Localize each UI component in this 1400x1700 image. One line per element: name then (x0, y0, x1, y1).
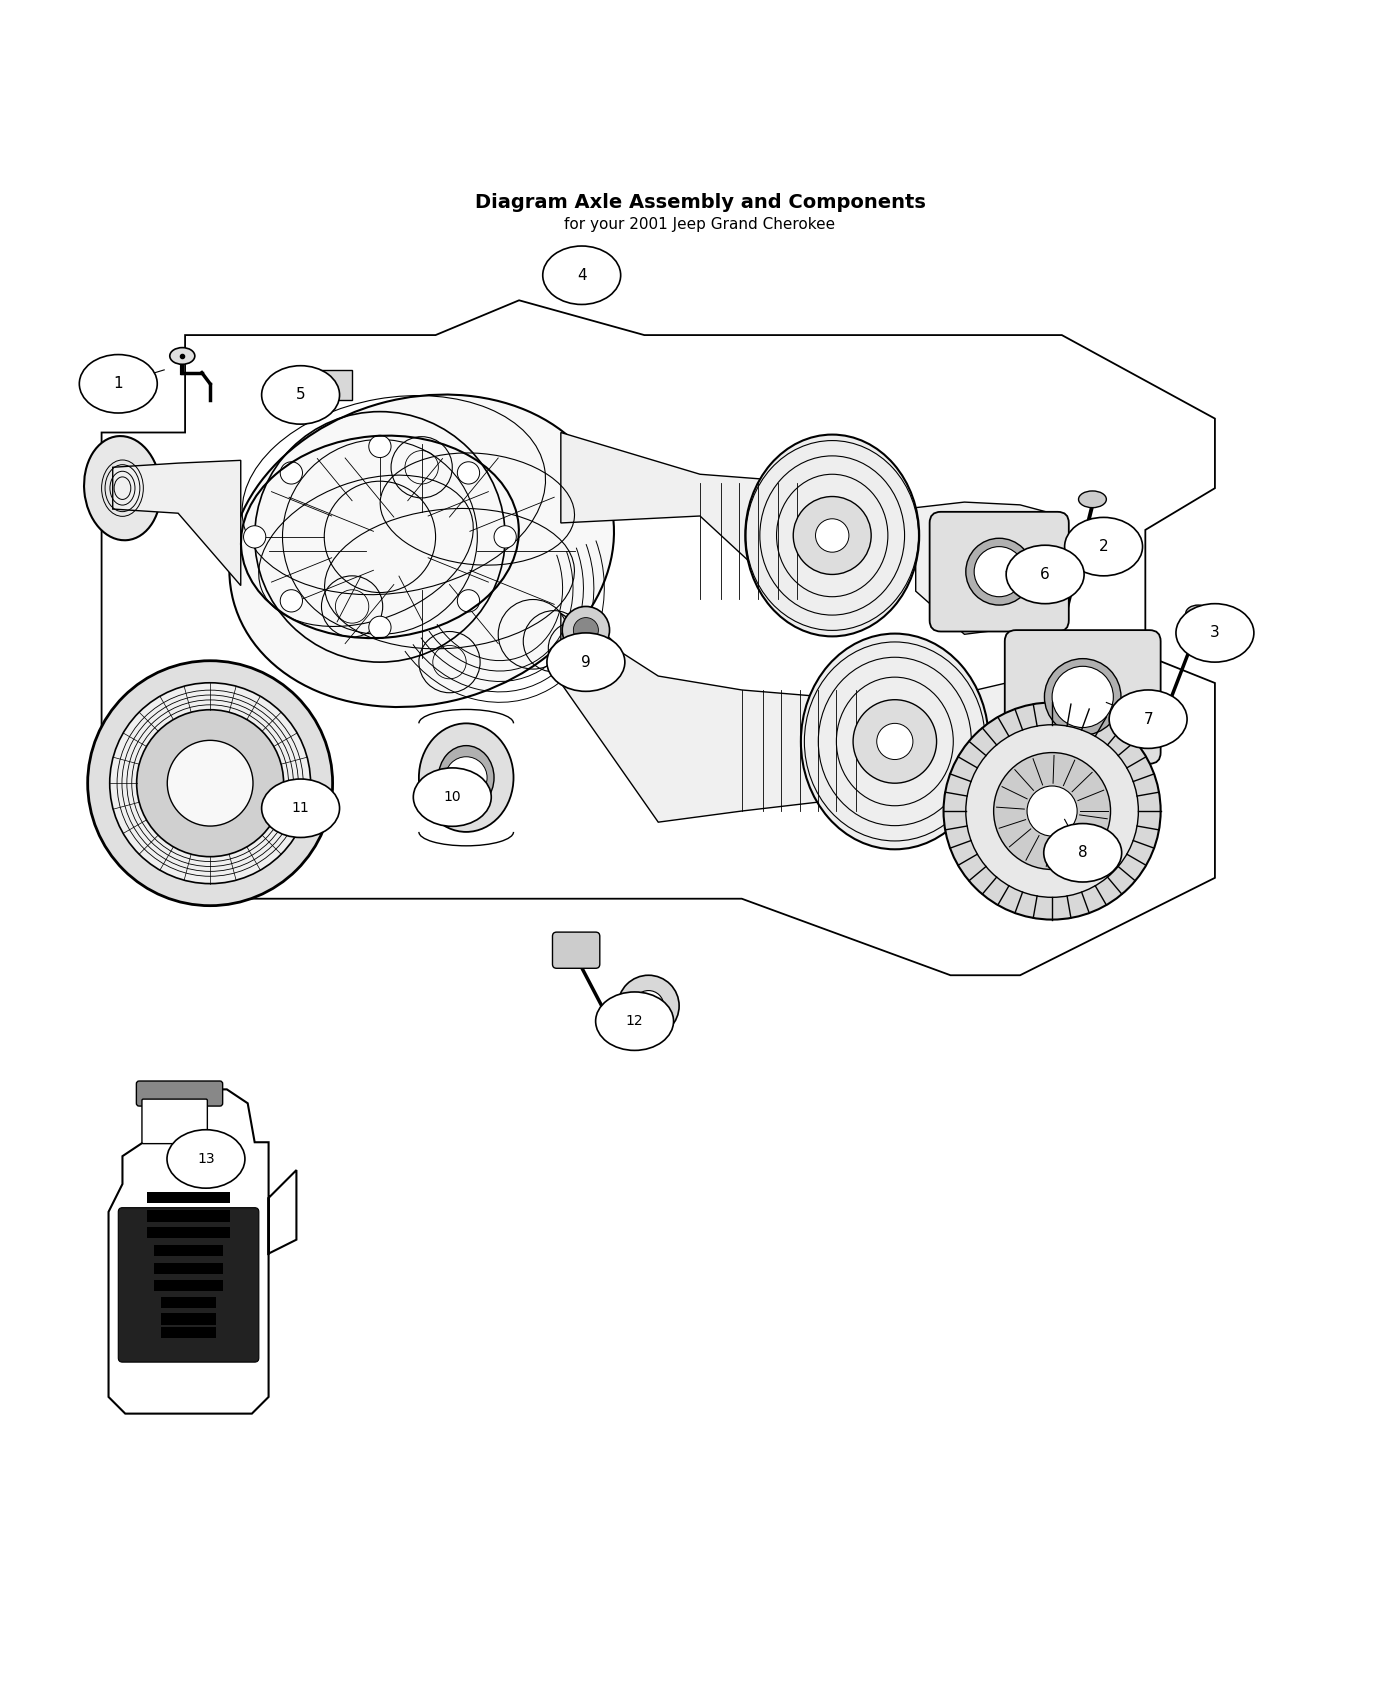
FancyBboxPatch shape (136, 1081, 223, 1107)
Circle shape (368, 435, 391, 457)
Circle shape (966, 724, 1138, 898)
FancyBboxPatch shape (118, 1207, 259, 1362)
Ellipse shape (1109, 690, 1187, 748)
Circle shape (458, 462, 480, 484)
Circle shape (944, 702, 1161, 920)
Polygon shape (916, 502, 1061, 634)
Text: M: M (183, 1164, 193, 1175)
Ellipse shape (801, 634, 988, 850)
Text: 13: 13 (197, 1153, 214, 1166)
Circle shape (445, 756, 487, 799)
Polygon shape (561, 432, 832, 600)
Ellipse shape (1044, 823, 1121, 882)
Circle shape (1028, 785, 1077, 836)
Text: 1: 1 (113, 376, 123, 391)
Ellipse shape (413, 768, 491, 826)
Polygon shape (113, 461, 241, 585)
FancyBboxPatch shape (1005, 631, 1161, 763)
FancyBboxPatch shape (161, 1314, 217, 1324)
Circle shape (280, 590, 302, 612)
Circle shape (617, 976, 679, 1037)
Circle shape (280, 462, 302, 484)
Ellipse shape (595, 991, 673, 1051)
Circle shape (158, 1139, 220, 1200)
FancyBboxPatch shape (305, 371, 351, 401)
Ellipse shape (419, 724, 514, 831)
Circle shape (494, 525, 517, 547)
Text: 8: 8 (1078, 845, 1088, 860)
Polygon shape (965, 683, 1103, 804)
FancyBboxPatch shape (553, 932, 599, 969)
Ellipse shape (966, 539, 1033, 605)
Ellipse shape (80, 355, 157, 413)
FancyBboxPatch shape (154, 1244, 224, 1256)
Circle shape (137, 709, 284, 857)
Ellipse shape (547, 632, 624, 692)
Ellipse shape (1176, 604, 1254, 661)
FancyBboxPatch shape (147, 1192, 231, 1204)
Circle shape (816, 518, 848, 552)
FancyBboxPatch shape (147, 1227, 231, 1238)
Text: for your 2001 Jeep Grand Cherokee: for your 2001 Jeep Grand Cherokee (564, 218, 836, 231)
Text: 5: 5 (295, 388, 305, 403)
Text: 7: 7 (1144, 712, 1154, 726)
Ellipse shape (1007, 546, 1084, 604)
Text: 3: 3 (1210, 626, 1219, 641)
Ellipse shape (1078, 491, 1106, 508)
FancyBboxPatch shape (141, 1100, 207, 1144)
Ellipse shape (230, 394, 615, 707)
Text: 4: 4 (577, 267, 587, 282)
Text: Diagram Axle Assembly and Components: Diagram Axle Assembly and Components (475, 194, 925, 212)
FancyBboxPatch shape (147, 1210, 231, 1222)
Circle shape (794, 496, 871, 575)
Circle shape (167, 740, 253, 826)
Circle shape (574, 617, 598, 643)
Circle shape (563, 607, 609, 654)
Ellipse shape (1186, 605, 1211, 622)
Circle shape (853, 700, 937, 784)
FancyBboxPatch shape (930, 512, 1068, 631)
FancyBboxPatch shape (154, 1280, 224, 1292)
Circle shape (549, 639, 589, 682)
FancyBboxPatch shape (154, 1263, 224, 1275)
Text: 6: 6 (1040, 568, 1050, 581)
Circle shape (458, 590, 480, 612)
Circle shape (88, 661, 333, 906)
Ellipse shape (438, 746, 494, 809)
Polygon shape (109, 1090, 297, 1414)
FancyBboxPatch shape (161, 1328, 217, 1338)
Polygon shape (561, 614, 892, 823)
Text: 10: 10 (444, 790, 461, 804)
Circle shape (559, 649, 581, 672)
Text: 2: 2 (1099, 539, 1109, 554)
Ellipse shape (1064, 517, 1142, 576)
FancyBboxPatch shape (161, 1297, 217, 1307)
Ellipse shape (84, 437, 161, 541)
Circle shape (109, 683, 311, 884)
Ellipse shape (543, 246, 620, 304)
Ellipse shape (262, 779, 340, 838)
Circle shape (633, 991, 664, 1022)
Circle shape (244, 525, 266, 547)
Ellipse shape (745, 435, 920, 636)
Text: 12: 12 (626, 1015, 644, 1028)
Circle shape (974, 547, 1025, 597)
Ellipse shape (1044, 658, 1121, 734)
Text: 11: 11 (291, 801, 309, 816)
Ellipse shape (167, 1130, 245, 1188)
Circle shape (994, 753, 1110, 869)
Circle shape (1051, 666, 1113, 728)
Text: 9: 9 (581, 654, 591, 670)
Ellipse shape (169, 347, 195, 364)
Ellipse shape (262, 366, 340, 423)
Circle shape (876, 724, 913, 760)
Circle shape (368, 615, 391, 639)
Circle shape (1147, 699, 1180, 731)
